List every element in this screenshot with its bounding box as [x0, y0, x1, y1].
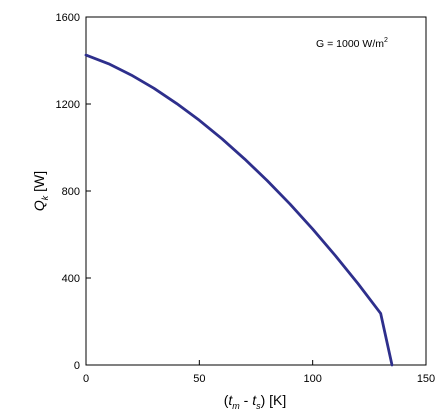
annotation-text: G = 1000 W/m2 [316, 37, 388, 50]
y-tick-label: 1200 [56, 99, 80, 111]
x-tick-label: 100 [303, 373, 321, 385]
x-tick-label: 150 [417, 373, 435, 385]
y-axis-ticks: 0 400 800 1200 1600 [56, 12, 91, 372]
y-tick-label: 400 [62, 273, 80, 285]
y-tick-label: 0 [74, 360, 80, 372]
y-axis-label: Qk [W] [31, 171, 50, 211]
y-tick-label: 800 [62, 186, 80, 198]
series-line [84, 53, 394, 367]
y-tick-label: 1600 [56, 12, 80, 24]
x-tick-label: 50 [193, 373, 205, 385]
x-tick-label: 0 [83, 373, 89, 385]
plot-frame [85, 16, 427, 366]
x-axis-label: (tm - ts) [K] [224, 392, 287, 411]
x-axis-ticks: 0 50 100 150 [83, 360, 435, 385]
